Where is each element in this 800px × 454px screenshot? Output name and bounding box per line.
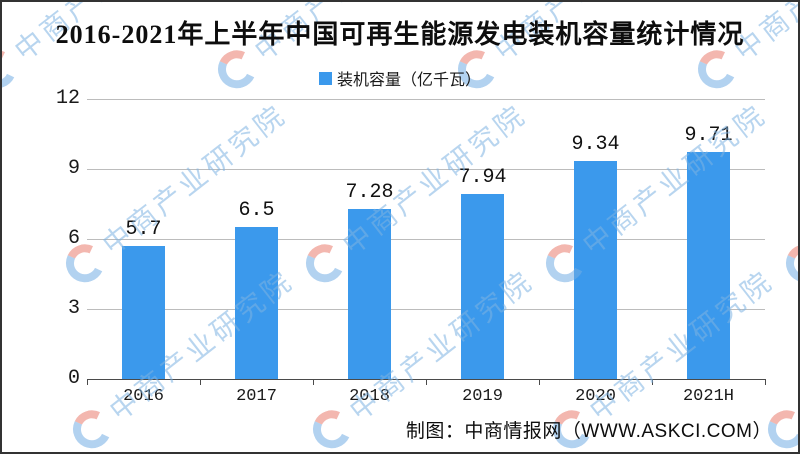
x-tick-label-2019: 2019 — [462, 387, 503, 406]
x-tick-label-2020: 2020 — [575, 387, 616, 406]
x-axis-tick — [764, 379, 766, 385]
bar-2017 — [235, 227, 278, 379]
y-tick-label-3: 3 — [67, 297, 80, 320]
bar-2020 — [574, 161, 617, 379]
gridline-9 — [87, 168, 765, 170]
legend: 装机容量（亿千瓦） — [2, 66, 798, 90]
bar-2016 — [122, 246, 165, 379]
value-label-2017: 6.5 — [238, 199, 275, 223]
value-label-2016: 5.7 — [125, 218, 162, 241]
bar-2021H — [687, 152, 730, 379]
value-label-2021H: 9.71 — [684, 124, 733, 148]
x-axis-tick — [425, 379, 427, 385]
value-label-2018: 7.28 — [345, 181, 394, 205]
x-axis-tick — [651, 379, 653, 385]
x-axis-tick — [538, 379, 540, 385]
bar-2018 — [348, 209, 391, 379]
x-tick-label-2016: 2016 — [123, 387, 164, 406]
legend-marker-square — [318, 71, 332, 85]
bar-2019 — [461, 193, 504, 379]
source-credit: 制图：中商情报网（WWW.ASKCI.COM） — [405, 421, 772, 442]
chart-title: 2016-2021年上半年中国可再生能源发电装机容量统计情况 — [55, 20, 745, 49]
x-axis-tick — [199, 379, 201, 385]
x-axis-tick — [86, 379, 88, 385]
y-tick-label-12: 12 — [55, 87, 80, 110]
gridline-6 — [87, 238, 765, 240]
y-tick-label-6: 6 — [67, 227, 80, 250]
gridline-3 — [87, 308, 765, 310]
x-tick-label-2021H: 2021H — [682, 387, 734, 406]
value-label-2020: 9.34 — [571, 133, 620, 157]
x-tick-label-2018: 2018 — [349, 387, 390, 406]
y-tick-label-9: 9 — [67, 157, 80, 180]
legend-label: 装机容量（亿千瓦） — [336, 72, 481, 89]
x-tick-label-2017: 2017 — [236, 387, 277, 406]
y-tick-label-0: 0 — [67, 367, 80, 390]
gridline-12 — [87, 98, 765, 100]
x-axis-tick — [312, 379, 314, 385]
value-label-2019: 7.94 — [458, 165, 507, 189]
